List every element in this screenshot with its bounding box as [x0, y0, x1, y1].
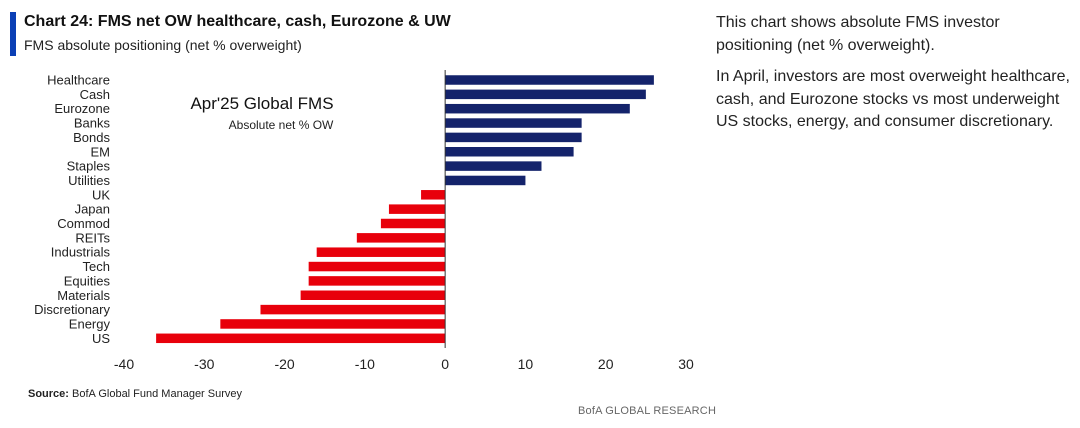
commentary-paragraph-1: This chart shows absolute FMS investor p… — [716, 14, 1000, 54]
category-label: Bonds — [73, 130, 110, 145]
x-tick-label: 20 — [598, 356, 614, 372]
x-tick-label: -40 — [114, 356, 134, 372]
source-label: Source: — [28, 388, 69, 400]
annotation-title: Apr'25 Global FMS — [190, 94, 333, 113]
bar-staples — [445, 161, 542, 171]
x-tick-label: 0 — [441, 356, 449, 372]
research-credit: BofA GLOBAL RESEARCH — [578, 405, 717, 417]
x-tick-label: -10 — [355, 356, 375, 372]
category-label: EM — [91, 144, 111, 159]
bar-discretionary — [260, 304, 446, 315]
commentary-panel: This chart shows absolute FMS investor p… — [716, 12, 1076, 143]
bar-industrials — [316, 247, 446, 257]
source-note: Source: BofA Global Fund Manager Survey — [28, 388, 242, 400]
category-label: UK — [92, 187, 110, 202]
bar-commod — [380, 218, 446, 229]
category-label: Utilities — [68, 173, 110, 188]
bar-materials — [300, 290, 446, 300]
source-text: BofA Global Fund Manager Survey — [72, 388, 243, 400]
category-label: Japan — [75, 202, 110, 217]
bar-us — [156, 333, 446, 344]
category-label: US — [92, 331, 110, 346]
category-labels: HealthcareCashEurozoneBanksBondsEMStaple… — [34, 73, 110, 346]
bars-layer — [156, 70, 654, 348]
category-label: Equities — [64, 273, 111, 288]
bar-equities — [308, 276, 446, 286]
category-label: Industrials — [51, 245, 111, 260]
category-label: Eurozone — [54, 101, 110, 116]
bar-energy — [220, 319, 446, 329]
category-label: REITs — [75, 230, 110, 245]
bar-bonds — [445, 132, 582, 143]
category-label: Energy — [69, 316, 111, 331]
bar-banks — [445, 118, 582, 128]
x-tick-label: -30 — [194, 356, 214, 372]
bar-healthcare — [445, 75, 654, 85]
category-label: Healthcare — [47, 73, 110, 88]
x-tick-label: 10 — [518, 356, 534, 372]
chart-title: Chart 24: FMS net OW healthcare, cash, E… — [24, 13, 451, 30]
bar-uk — [421, 190, 446, 200]
bar-japan — [388, 204, 446, 214]
bar-eurozone — [445, 103, 630, 114]
category-label: Discretionary — [34, 302, 110, 317]
category-label: Cash — [80, 87, 110, 102]
x-tick-label: -20 — [274, 356, 294, 372]
x-tick-label: 30 — [678, 356, 694, 372]
category-label: Staples — [67, 159, 111, 174]
bar-em — [445, 147, 574, 157]
category-label: Materials — [57, 288, 110, 303]
bar-tech — [308, 261, 446, 272]
category-label: Commod — [57, 216, 110, 231]
bar-utilities — [445, 175, 526, 186]
bar-chart: HealthcareCashEurozoneBanksBondsEMStaple… — [34, 70, 694, 372]
category-label: Banks — [74, 116, 111, 131]
title-accent-bar — [10, 12, 16, 56]
commentary-paragraph-2: In April, investors are most overweight … — [716, 68, 1070, 130]
annotation-subtitle: Absolute net % OW — [229, 118, 334, 132]
x-axis-ticks: -40 -30 -20 -10 0 10 20 30 — [114, 356, 694, 372]
bar-cash — [445, 89, 646, 100]
bar-reits — [356, 233, 446, 243]
chart-subtitle: FMS absolute positioning (net % overweig… — [24, 37, 302, 53]
category-label: Tech — [83, 259, 110, 274]
